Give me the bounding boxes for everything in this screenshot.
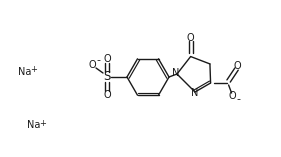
Text: O: O xyxy=(103,90,111,100)
Text: N: N xyxy=(172,68,180,78)
Text: O: O xyxy=(103,54,111,64)
Text: O: O xyxy=(234,61,241,71)
Text: Na: Na xyxy=(18,67,31,77)
Text: +: + xyxy=(30,65,37,75)
Text: S: S xyxy=(103,70,111,84)
Text: O: O xyxy=(88,60,96,70)
Text: N: N xyxy=(191,88,199,98)
Text: +: + xyxy=(39,119,46,127)
Text: -: - xyxy=(237,94,241,104)
Text: Na: Na xyxy=(27,120,40,130)
Text: O: O xyxy=(229,91,236,101)
Text: O: O xyxy=(187,32,194,43)
Text: -: - xyxy=(96,55,100,65)
